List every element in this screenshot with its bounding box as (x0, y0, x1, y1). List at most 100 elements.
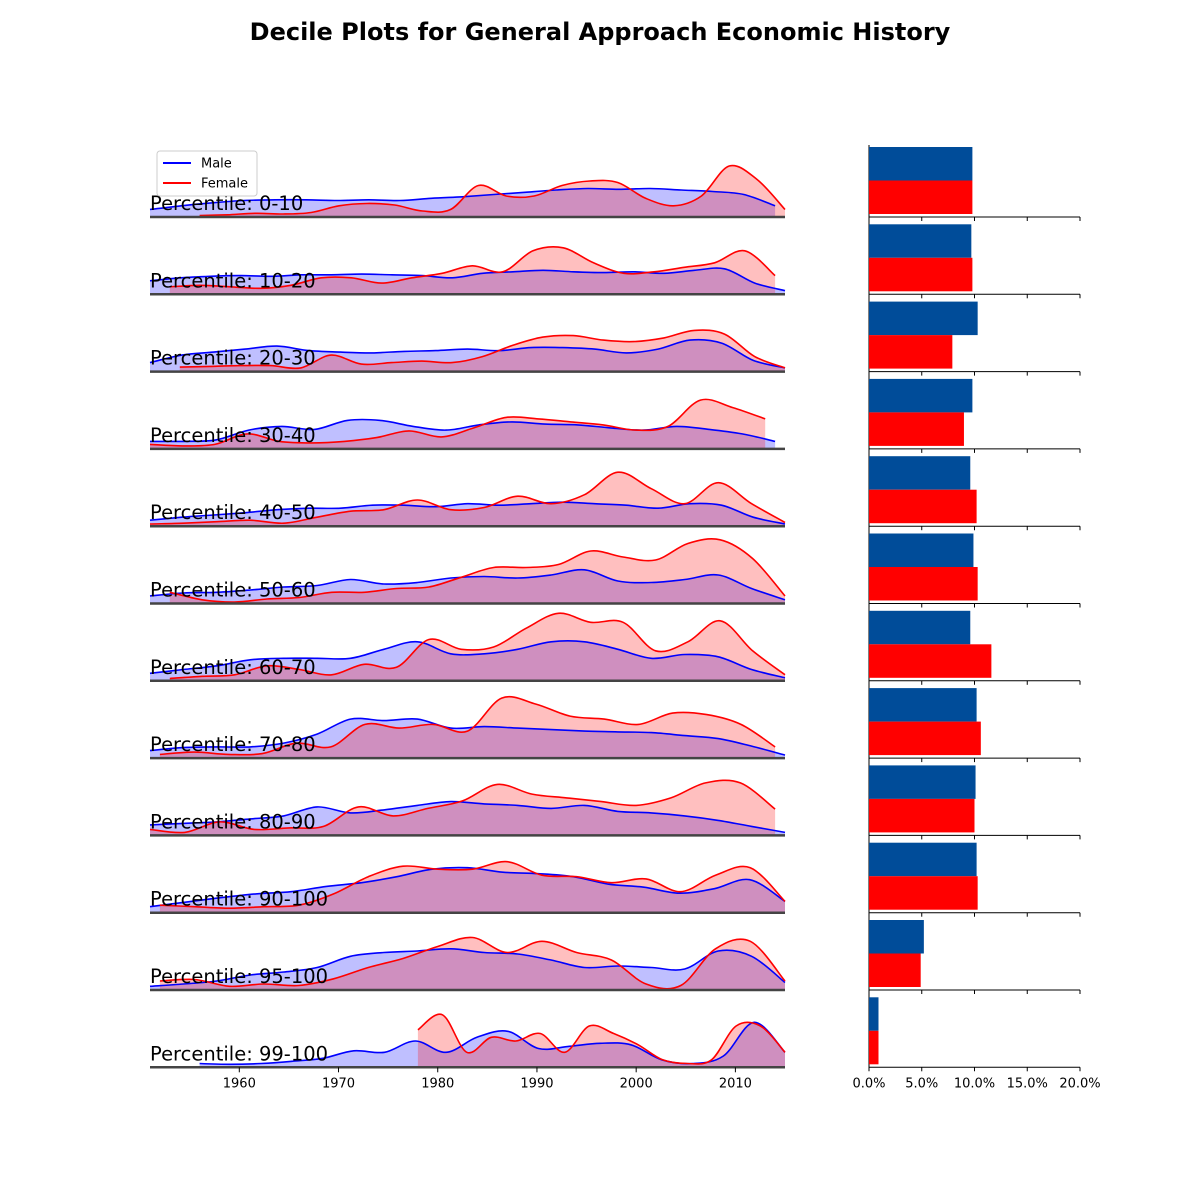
female-line (159, 695, 776, 756)
female-line (149, 471, 786, 525)
bar-group (868, 688, 1081, 763)
ridge-row: Percentile: 95-100 (149, 936, 786, 992)
female-area (169, 613, 786, 681)
female-line (149, 398, 766, 447)
bar-group (868, 147, 1081, 221)
x-tick-label: 1960 (223, 1076, 256, 1091)
female-line (169, 538, 786, 603)
male-area (150, 339, 785, 372)
row-label: Percentile: 70-80 (150, 733, 316, 756)
female-area (169, 538, 786, 604)
male-area (199, 1022, 786, 1068)
male-line (149, 338, 786, 369)
male-line (149, 800, 786, 834)
row-label: Percentile: 40-50 (150, 501, 316, 524)
ridge-row: Percentile: 0-10 (149, 164, 786, 219)
row-label: Percentile: 10-20 (150, 269, 316, 292)
bar-group (868, 610, 1081, 685)
male-area (150, 948, 785, 990)
bar-group (868, 920, 1081, 994)
male-line (149, 267, 786, 292)
legend-entry: Male (201, 157, 232, 172)
ridge-row: Percentile: 10-20 (149, 246, 786, 296)
female-bar (869, 412, 964, 446)
ridge-row: Percentile: 80-90 (149, 779, 786, 837)
row-label: Percentile: 50-60 (150, 579, 316, 602)
male-line (149, 187, 776, 211)
ridge-row: Percentile: 60-70 (149, 612, 786, 683)
x-tick-label: 1980 (421, 1076, 454, 1091)
female-area (150, 472, 785, 527)
female-area (417, 1014, 785, 1068)
row-label: Percentile: 20-30 (150, 347, 316, 370)
female-area (169, 246, 776, 295)
legend-entry: Female (201, 177, 248, 192)
male-bar (869, 224, 972, 258)
bar-x-tick-label: 10.0% (954, 1076, 995, 1091)
row-label: Percentile: 95-100 (150, 965, 328, 988)
female-bar (869, 335, 953, 369)
female-line (169, 246, 776, 290)
male-bar (869, 997, 879, 1031)
bar-x-tick-label: 15.0% (1007, 1076, 1048, 1091)
row-label: Percentile: 99-100 (150, 1042, 328, 1065)
row-label: Percentile: 80-90 (150, 810, 316, 833)
x-tick-label: 1990 (520, 1076, 553, 1091)
female-line (159, 860, 786, 910)
male-line (149, 717, 786, 756)
ridge-row: Percentile: 90-100 (149, 860, 786, 914)
male-line (149, 947, 786, 988)
bar-group (868, 456, 1081, 531)
male-line (149, 640, 786, 679)
chart-title: Decile Plots for General Approach Econom… (249, 18, 951, 46)
female-line (169, 612, 786, 680)
female-area (159, 937, 785, 990)
male-bar (869, 688, 977, 722)
ridge-row: Percentile: 30-40 (149, 398, 785, 451)
x-tick-label: 1970 (322, 1076, 355, 1091)
female-bar (869, 567, 978, 601)
bar-group (868, 224, 1081, 299)
row-label: Percentile: 90-100 (150, 888, 328, 911)
female-bar (869, 257, 973, 292)
bar-x-tick-label: 20.0% (1059, 1076, 1100, 1091)
female-line (159, 936, 786, 990)
bar-group (868, 533, 1081, 608)
male-bar (869, 610, 971, 645)
male-bar (869, 533, 974, 567)
male-bar (869, 920, 924, 954)
female-bar (869, 798, 975, 833)
male-area (150, 502, 785, 527)
female-area (150, 399, 766, 449)
male-line (149, 866, 786, 908)
x-tick-label: 2000 (620, 1076, 653, 1091)
legend: Male Female (156, 150, 258, 197)
bar-group (868, 842, 1081, 917)
male-bar (869, 842, 977, 877)
bar-group (868, 301, 1081, 376)
female-bar (869, 876, 978, 910)
male-bar (869, 456, 971, 490)
female-area (179, 330, 786, 372)
male-bar (869, 147, 973, 181)
female-bar (869, 489, 977, 524)
male-line (149, 418, 776, 443)
female-bar (869, 721, 981, 756)
male-area (150, 867, 785, 913)
female-bar (869, 953, 921, 987)
male-bar (869, 378, 973, 413)
male-area (150, 419, 776, 449)
bar-group (868, 765, 1081, 840)
bar-group (868, 997, 1081, 1072)
male-line (149, 501, 786, 525)
male-line (149, 568, 786, 601)
female-bar (869, 1030, 879, 1065)
male-area (150, 569, 785, 604)
female-bar (869, 180, 973, 214)
row-label: Percentile: 30-40 (150, 424, 316, 447)
row-label: Percentile: 0-10 (150, 192, 303, 215)
female-line (417, 1013, 786, 1065)
male-area (150, 188, 776, 217)
row-label: Percentile: 60-70 (150, 656, 316, 679)
